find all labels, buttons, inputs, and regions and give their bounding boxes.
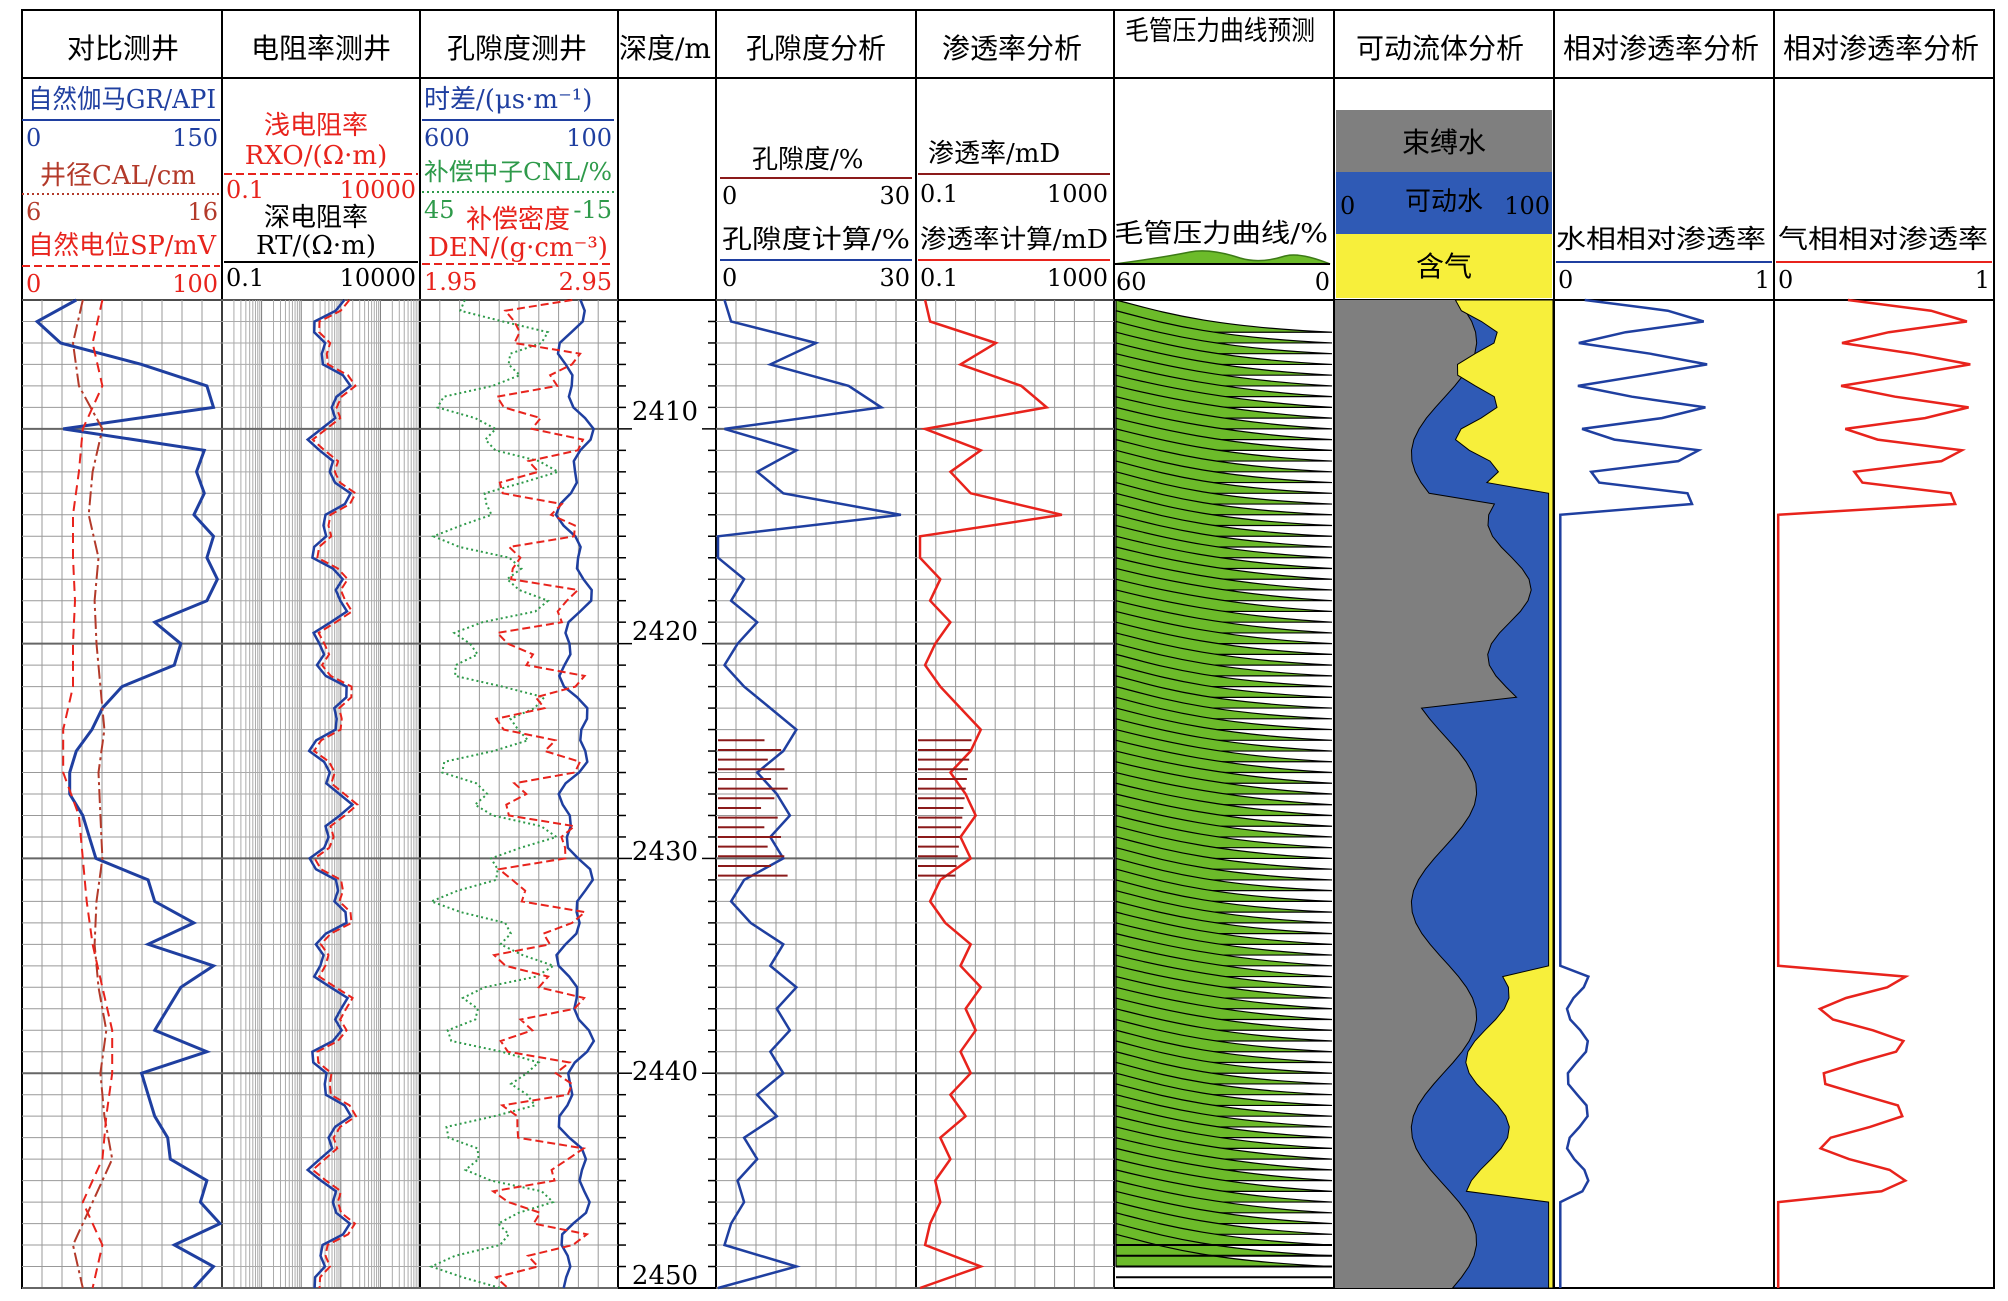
permcalc-min: 0.1	[920, 264, 958, 292]
depth-tick-2410: 2410	[632, 397, 698, 427]
outer-border	[21, 9, 1995, 1289]
porcalc-curve	[716, 299, 902, 1290]
track-title-0: 对比测井	[67, 32, 179, 65]
den-label: 补偿密度	[466, 205, 570, 235]
depth-tick-2430: 2430	[632, 837, 698, 867]
den-curve	[490, 299, 590, 1289]
rxo-min: 0.1	[226, 176, 264, 204]
legend-movable-label: 可动水	[1405, 187, 1483, 217]
krg-curve	[1776, 298, 1971, 1288]
track-title-4: 孔隙度分析	[746, 32, 886, 65]
porcalc-label: 孔隙度计算/%	[722, 225, 910, 255]
track-title-9: 相对渗透率分析	[1783, 32, 1979, 65]
krg-label: 气相相对渗透率	[1778, 225, 1988, 255]
porcalc-max: 30	[879, 264, 910, 292]
ac-label: 时差/(μs·m⁻¹)	[424, 85, 592, 115]
legend-bound	[1336, 110, 1552, 172]
depth-tick-2440: 2440	[632, 1057, 698, 1087]
fluid-min: 0	[1340, 192, 1355, 220]
sp-label: 自然电位SP/mV	[28, 231, 217, 261]
ac-min: 600	[424, 124, 470, 152]
legend-gas-label: 含气	[1416, 250, 1472, 283]
sp-max: 100	[172, 270, 218, 298]
sp-min: 0	[26, 270, 41, 298]
curves	[34, 298, 1971, 1290]
legend-bound-label: 束缚水	[1402, 126, 1486, 159]
cap-label: 毛管压力曲线/%	[1114, 219, 1328, 249]
krw-min: 0	[1558, 266, 1573, 294]
rt-unit: RT/(Ω·m)	[256, 231, 376, 261]
frame	[21, 9, 1995, 1289]
por-max: 30	[879, 182, 910, 210]
cap-max: 0	[1315, 268, 1330, 296]
rt-max: 10000	[340, 264, 416, 292]
cal-min: 6	[26, 198, 41, 226]
track-title-1: 电阻率测井	[251, 32, 391, 65]
rxo-curve	[311, 299, 359, 1289]
den-min: 1.95	[424, 268, 477, 296]
cnl-curve	[428, 299, 561, 1289]
depth-tick-2420: 2420	[632, 617, 698, 647]
rt-min: 0.1	[226, 264, 264, 292]
den-unit: DEN/(g·cm⁻³)	[428, 233, 608, 263]
track-title-3: 深度/m	[619, 32, 711, 65]
cap-legend-shape	[1113, 250, 1331, 265]
den-max: 2.95	[559, 268, 612, 296]
por-min: 0	[722, 182, 737, 210]
rxo-max: 10000	[340, 176, 416, 204]
fluid-gas-fill	[1454, 299, 1554, 1289]
rxo-label: 浅电阻率	[264, 111, 368, 141]
ac-curve	[554, 299, 596, 1289]
track-title-7: 可动流体分析	[1356, 32, 1524, 65]
legend-movable	[1336, 172, 1552, 234]
cnl-max: -15	[573, 196, 612, 224]
rt-label: 深电阻率	[264, 203, 368, 233]
cnl-min: 45	[424, 196, 455, 224]
perm-label: 渗透率/mD	[928, 139, 1060, 169]
perm-max: 1000	[1047, 180, 1108, 208]
krg-min: 0	[1778, 266, 1793, 294]
track-title-6: 毛管压力曲线预测	[1125, 16, 1315, 47]
por-label: 孔隙度/%	[752, 145, 863, 175]
permcalc-max: 1000	[1047, 264, 1108, 292]
depth-tick-2450: 2450	[632, 1261, 698, 1291]
permcalc-curve	[918, 299, 1063, 1290]
ac-max: 100	[566, 124, 612, 152]
gr-curve	[34, 298, 223, 1290]
cal-label: 井径CAL/cm	[40, 161, 196, 191]
fluid-max: 100	[1504, 192, 1550, 220]
cal-max: 16	[187, 198, 218, 226]
krw-label: 水相相对渗透率	[1556, 225, 1766, 255]
porcalc-min: 0	[722, 264, 737, 292]
cnl-label: 补偿中子CNL/%	[424, 158, 612, 186]
track-title-8: 相对渗透率分析	[1563, 32, 1759, 65]
legend-gas	[1336, 234, 1552, 298]
krw-max: 1	[1755, 266, 1770, 294]
gr-max: 150	[172, 124, 218, 152]
cap-min: 60	[1116, 268, 1147, 296]
rxo-unit: RXO/(Ω·m)	[245, 141, 387, 171]
track-title-2: 孔隙度测井	[447, 32, 587, 65]
permcalc-label: 渗透率计算/mD	[920, 225, 1108, 255]
gr-label: 自然伽马GR/API	[28, 85, 216, 115]
perm-min: 0.1	[920, 180, 958, 208]
track-title-5: 渗透率分析	[942, 32, 1082, 65]
sp-curve	[62, 299, 114, 1289]
krw-curve	[1559, 298, 1708, 1288]
krg-max: 1	[1975, 266, 1990, 294]
gr-min: 0	[26, 124, 41, 152]
rt-curve	[305, 299, 355, 1289]
